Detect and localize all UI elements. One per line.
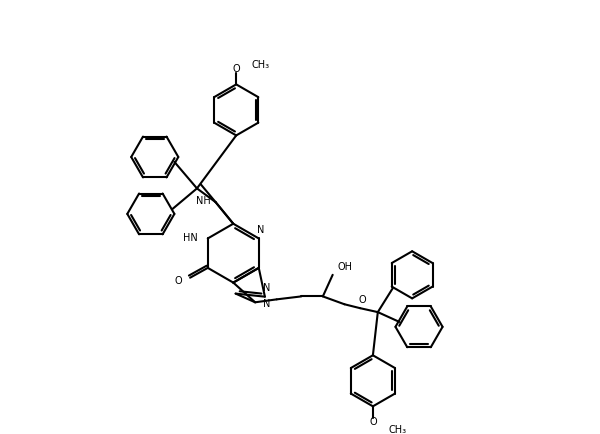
Text: CH₃: CH₃ <box>252 60 270 70</box>
Text: O: O <box>232 64 240 74</box>
Text: CH₃: CH₃ <box>389 425 407 434</box>
Text: O: O <box>358 295 366 306</box>
Text: O: O <box>369 417 377 427</box>
Text: OH: OH <box>338 262 353 272</box>
Text: HN: HN <box>183 233 198 243</box>
Text: NH: NH <box>196 196 211 206</box>
Text: N: N <box>257 225 265 235</box>
Text: N: N <box>263 283 271 293</box>
Text: N: N <box>263 299 271 309</box>
Text: O: O <box>175 276 182 286</box>
